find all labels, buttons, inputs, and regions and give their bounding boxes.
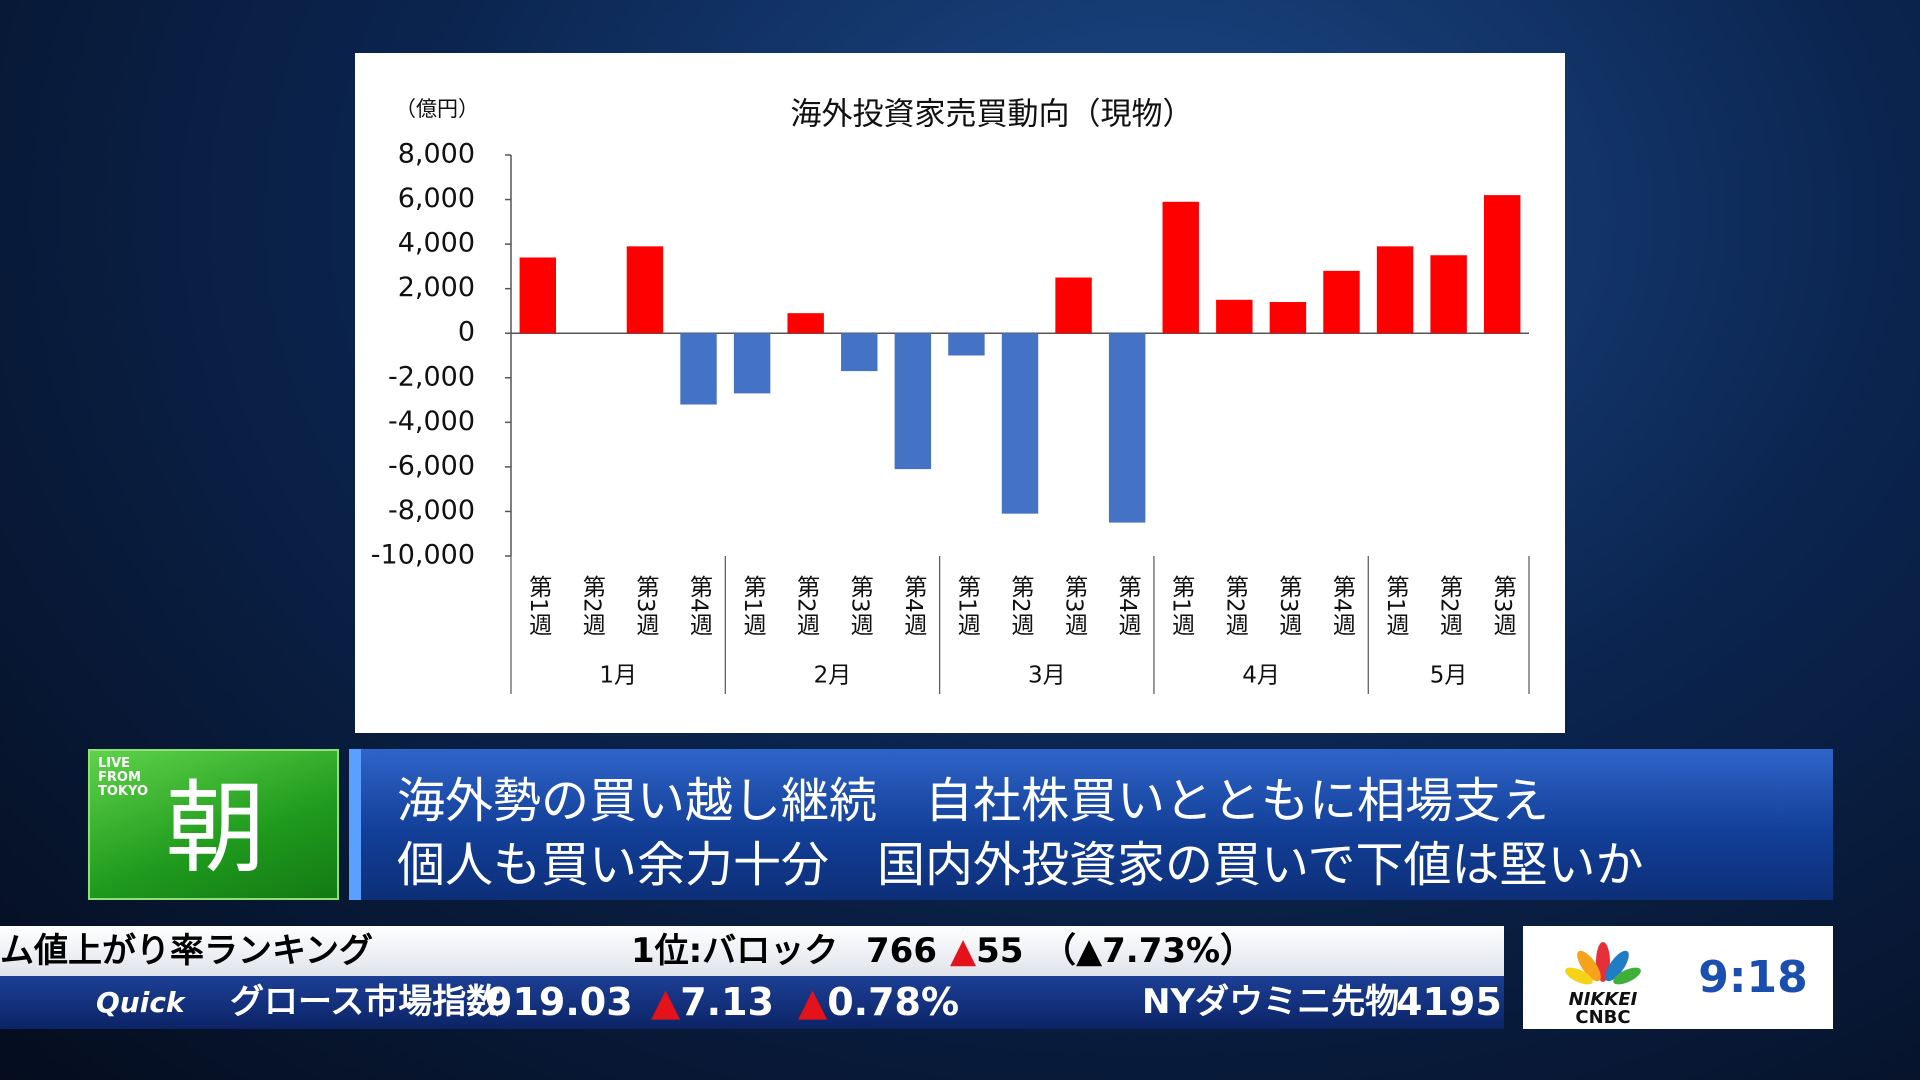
group-label: 1月 xyxy=(599,663,637,689)
change-pct: （▲7.73%） xyxy=(1042,931,1255,971)
y-tick-label: -6,000 xyxy=(388,450,475,481)
bar xyxy=(626,246,664,334)
bar xyxy=(787,313,824,334)
x-tick-label: 第1週 xyxy=(739,575,767,636)
ticker-top: ム値上がり率ランキング 1位:バロック 766 ▲55 （▲7.73%） xyxy=(0,926,1504,976)
bar xyxy=(1055,277,1092,334)
bar xyxy=(680,333,717,405)
chart: 海外投資家売買動向（現物） （億円） -10,000 -8,000 -6,000 -4… xyxy=(371,97,1530,694)
price: 766 xyxy=(866,931,937,971)
logo: NIKKEI CNBC xyxy=(1565,942,1641,1024)
y-tick-label: 0 xyxy=(458,317,475,348)
y-tick-label: 8,000 xyxy=(398,139,475,170)
program-badge: LIVE FROM TOKYO 朝 xyxy=(88,749,339,900)
x-tick-label: 第2週 xyxy=(1221,575,1249,636)
x-tick-label: 第3週 xyxy=(1489,575,1517,636)
x-tick-label: 第1週 xyxy=(525,575,553,636)
x-tick-label: 第4週 xyxy=(686,575,714,636)
change: ▲55 xyxy=(950,931,1024,971)
source: Quick xyxy=(96,986,185,1019)
bar xyxy=(1323,270,1360,334)
chart-title: 海外投資家売買動向（現物） xyxy=(791,97,1194,133)
x-tick-label: 第4週 xyxy=(900,575,928,636)
x-tick-label: 第2週 xyxy=(793,575,821,636)
logo-text: NIKKEI xyxy=(1569,989,1638,1010)
y-tick-label: -8,000 xyxy=(388,495,475,526)
bar xyxy=(894,333,932,470)
x-tick-label: 第4週 xyxy=(1114,575,1142,636)
chart-panel: 海外投資家売買動向（現物） （億円） -10,000 -8,000 -6,000 -4… xyxy=(355,53,1565,733)
group-label: 3月 xyxy=(1028,663,1066,689)
program-name: 朝 xyxy=(165,770,266,887)
headline: 海外勢の買い越し継続 自社株買いとともに相場支え xyxy=(397,773,1550,829)
y-tick-label: 2,000 xyxy=(398,272,475,303)
x-tick-label: 第2週 xyxy=(1007,575,1035,636)
x-tick-label: 第3週 xyxy=(1275,575,1303,636)
bar xyxy=(733,333,771,394)
index-name: グロース市場指数 xyxy=(230,982,501,1022)
y-tick-label: -2,000 xyxy=(388,361,475,392)
x-tick-label: 第1週 xyxy=(1382,575,1410,636)
y-tick-label: -10,000 xyxy=(371,540,475,571)
y-tick-label: 6,000 xyxy=(398,183,475,214)
clock: 9:18 xyxy=(1698,952,1808,1003)
headline-panel: 海外勢の買い越し継続 自社株買いとともに相場支え 個人も買い余力十分 国内外投資… xyxy=(349,749,1833,900)
ranking-item: 1位:バロック xyxy=(631,931,839,971)
y-tick-label: -4,000 xyxy=(388,406,475,437)
bar xyxy=(1269,302,1307,334)
index-change-pct: ▲0.78% xyxy=(798,980,960,1024)
bar xyxy=(841,333,878,372)
bar xyxy=(1376,246,1414,334)
group-label: 4月 xyxy=(1242,663,1280,689)
x-tick-label: 第3週 xyxy=(846,575,874,636)
futures-name: NYダウミニ先物 xyxy=(1142,982,1400,1022)
bar xyxy=(1430,255,1467,334)
headline: 個人も買い余力十分 国内外投資家の買いで下値は堅いか xyxy=(397,837,1644,893)
ranking-title: ム値上がり率ランキング xyxy=(0,931,373,971)
bar xyxy=(519,257,557,334)
y-unit: （億円） xyxy=(395,97,479,121)
futures-value: 4195 xyxy=(1396,980,1502,1024)
bar xyxy=(1162,201,1199,334)
logo-panel: NIKKEI CNBC 9:18 xyxy=(1523,926,1833,1029)
x-tick-label: 第2週 xyxy=(1436,575,1464,636)
bar xyxy=(1108,333,1146,523)
x-tick-label: 第4週 xyxy=(1328,575,1356,636)
index-value: 919.03 xyxy=(486,980,633,1024)
live-badge: LIVE FROM TOKYO xyxy=(98,756,148,799)
peacock xyxy=(1565,942,1641,985)
bar xyxy=(1216,299,1253,334)
x-tick-label: 第3週 xyxy=(632,575,660,636)
x-tick-label: 第2週 xyxy=(578,575,606,636)
bar xyxy=(1001,333,1039,514)
bar xyxy=(948,333,985,356)
group-label: 5月 xyxy=(1430,663,1468,689)
x-tick-label: 第1週 xyxy=(953,575,981,636)
logo-text: CNBC xyxy=(1575,1007,1630,1024)
bar xyxy=(1483,195,1521,334)
ticker-bottom: Quick グロース市場指数 919.03 ▲7.13 ▲0.78% NYダウミ… xyxy=(0,976,1504,1029)
x-tick-label: 第3週 xyxy=(1061,575,1089,636)
group-label: 2月 xyxy=(814,663,852,689)
y-tick-label: 4,000 xyxy=(398,228,475,259)
index-change: ▲7.13 xyxy=(651,980,774,1024)
x-tick-label: 第1週 xyxy=(1168,575,1196,636)
